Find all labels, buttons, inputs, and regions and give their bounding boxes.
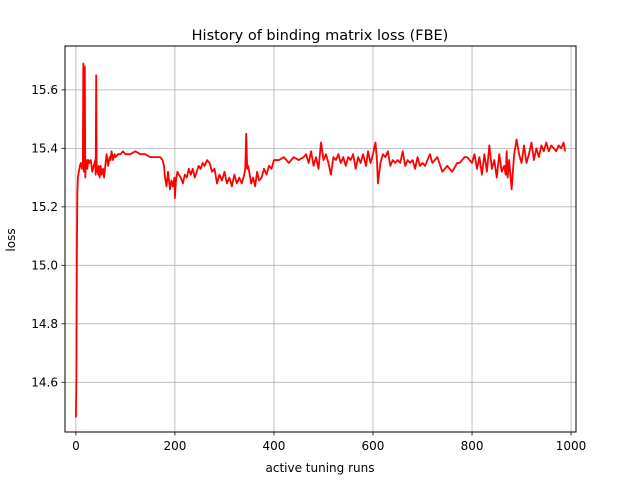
- y-tick-label: 14.8: [31, 317, 58, 331]
- y-tick-label: 15.4: [31, 141, 58, 155]
- x-axis-label: active tuning runs: [266, 461, 375, 475]
- x-tick-label: 400: [263, 439, 286, 453]
- ticks: 0 200 400 600 800 1000 14.6 14.8 15.0 15.2 15.4 15.…: [31, 83, 586, 453]
- chart-title: History of binding matrix loss (FBE): [192, 28, 449, 44]
- x-tick-label: 1000: [556, 439, 587, 453]
- x-tick-label: 600: [362, 439, 385, 453]
- x-tick-label: 800: [461, 439, 484, 453]
- loss-series-line: [74, 62, 566, 418]
- x-tick-label: 0: [72, 439, 80, 453]
- x-tick-label: 200: [163, 439, 186, 453]
- y-tick-label: 15.2: [31, 200, 58, 214]
- y-tick-label: 15.0: [31, 258, 58, 272]
- y-axis-label: loss: [4, 228, 18, 251]
- y-tick-label: 14.6: [31, 375, 58, 389]
- series-group: [74, 62, 566, 418]
- grid: [65, 46, 576, 432]
- y-tick-label: 15.6: [31, 83, 58, 97]
- plot-frame: [64, 45, 577, 433]
